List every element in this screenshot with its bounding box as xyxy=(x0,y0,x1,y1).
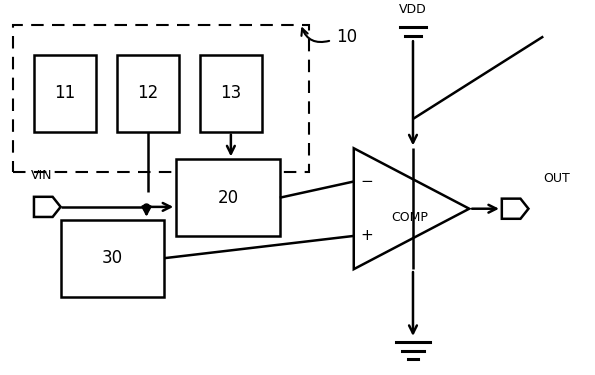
Text: 30: 30 xyxy=(102,249,123,267)
Text: 12: 12 xyxy=(137,84,159,102)
Text: 20: 20 xyxy=(217,189,239,207)
Text: OUT: OUT xyxy=(543,172,570,185)
Text: −: − xyxy=(361,174,374,189)
Bar xyxy=(13,26,309,172)
Bar xyxy=(200,55,262,132)
Bar xyxy=(61,220,164,297)
Polygon shape xyxy=(34,197,61,217)
Polygon shape xyxy=(354,148,469,269)
Text: VIN: VIN xyxy=(31,169,52,182)
Text: +: + xyxy=(361,228,374,243)
Text: 10: 10 xyxy=(336,28,357,46)
Text: 11: 11 xyxy=(54,84,76,102)
Bar xyxy=(176,159,280,236)
Text: VDD: VDD xyxy=(399,3,427,16)
Bar xyxy=(117,55,179,132)
Bar xyxy=(34,55,96,132)
Polygon shape xyxy=(502,199,528,219)
Text: 13: 13 xyxy=(220,84,242,102)
Text: COMP: COMP xyxy=(392,211,428,224)
